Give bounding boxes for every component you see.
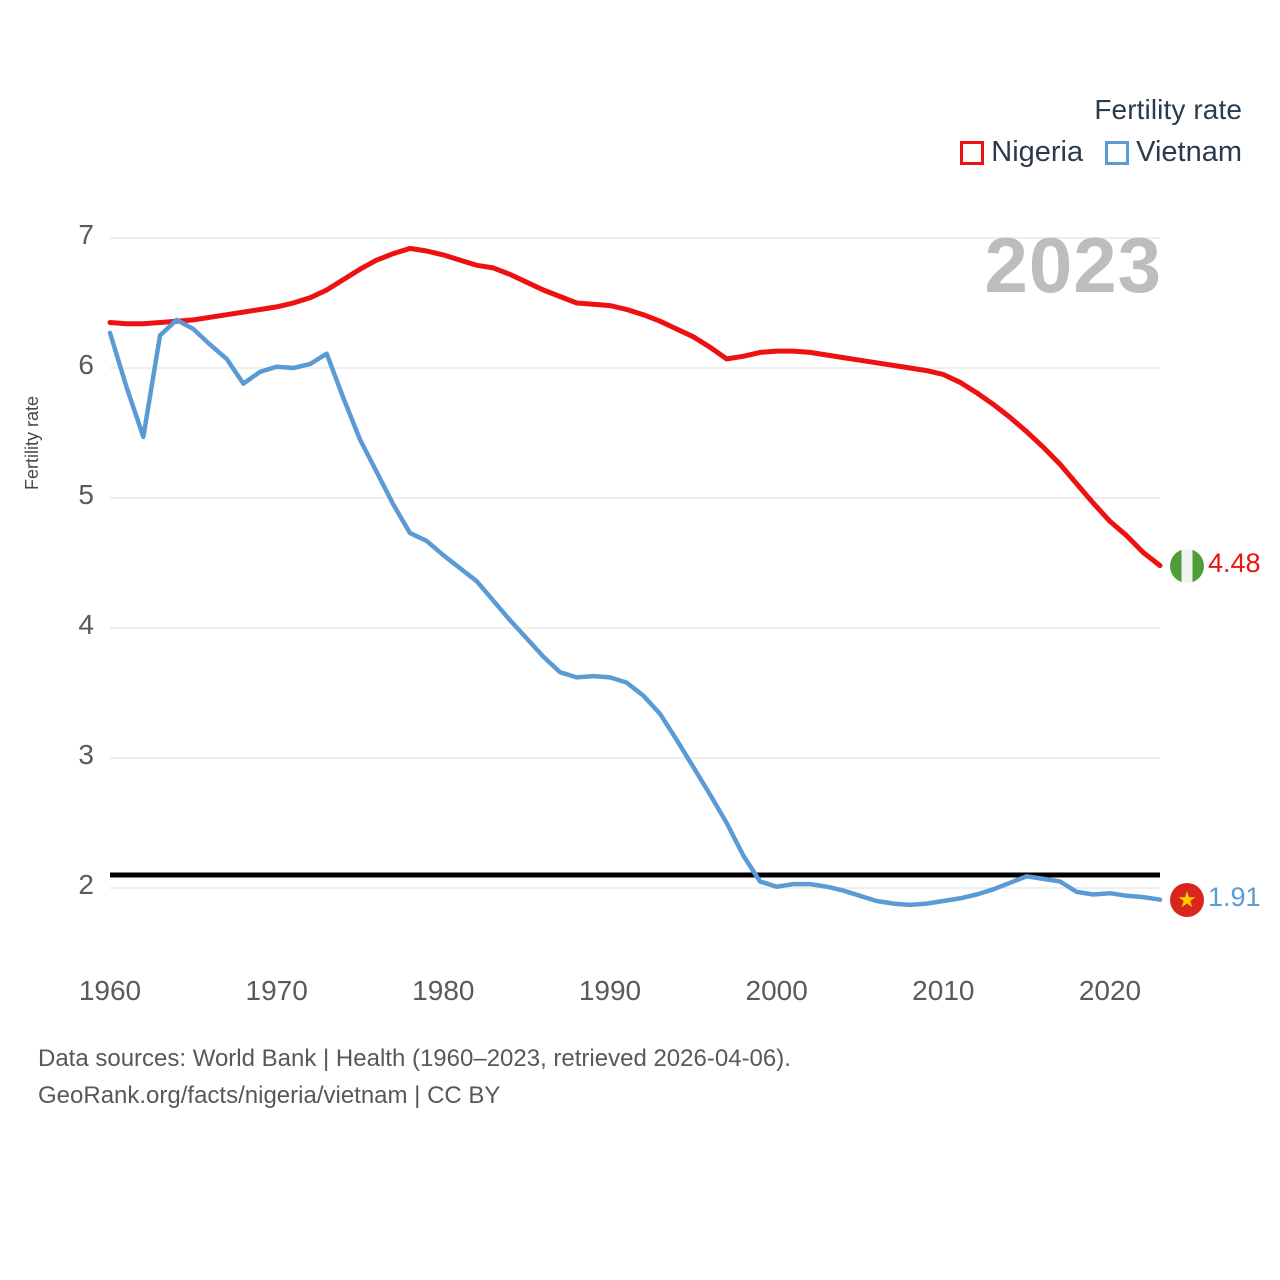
chart-footer: Data sources: World Bank | Health (1960–… xyxy=(38,1040,791,1114)
footer-line-2: GeoRank.org/facts/nigeria/vietnam | CC B… xyxy=(38,1082,501,1110)
legend-swatch-vietnam xyxy=(1105,140,1130,165)
x-tick-1970: 1970 xyxy=(245,975,308,1006)
x-tick-1960: 1960 xyxy=(78,975,142,1006)
legend-label-nigeria: Nigeria xyxy=(991,136,1084,168)
y-tick-3: 3 xyxy=(78,739,94,770)
year-badge: 2023 xyxy=(984,221,1162,309)
y-tick-5: 5 xyxy=(78,479,94,510)
x-tick-1990: 1990 xyxy=(578,975,642,1006)
vietnam-flag-icon: ★ xyxy=(1170,882,1204,917)
legend-title: Fertility rate xyxy=(1094,94,1242,125)
star-icon: ★ xyxy=(1177,886,1197,912)
y-axis-label: Fertility rate xyxy=(22,395,42,490)
nigeria-end-value: 4.48 xyxy=(1208,547,1261,578)
series-line-vietnam xyxy=(107,317,1163,908)
y-tick-4: 4 xyxy=(78,609,94,640)
legend-entries: Nigeria Vietnam xyxy=(960,138,1242,167)
x-tick-2000: 2000 xyxy=(745,975,808,1006)
legend-item-vietnam[interactable]: Vietnam xyxy=(1105,138,1242,167)
x-tick-2020: 2020 xyxy=(1078,975,1142,1006)
y-tick-2: 2 xyxy=(78,869,94,900)
legend-swatch-nigeria xyxy=(960,140,985,165)
series-line-nigeria xyxy=(107,245,1163,569)
y-tick-6: 6 xyxy=(78,349,94,380)
legend-label-vietnam: Vietnam xyxy=(1136,136,1242,168)
nigeria-flag-icon xyxy=(1170,548,1204,583)
legend-item-nigeria[interactable]: Nigeria xyxy=(960,138,1083,167)
footer-line-1: Data sources: World Bank | Health (1960–… xyxy=(38,1045,791,1072)
vietnam-end-value: 1.91 xyxy=(1208,881,1261,912)
chart-legend: Fertility rate Nigeria Vietnam xyxy=(960,96,1242,167)
x-tick-2010: 2010 xyxy=(912,975,975,1006)
y-tick-7: 7 xyxy=(78,219,94,250)
x-tick-1980: 1980 xyxy=(412,975,475,1006)
